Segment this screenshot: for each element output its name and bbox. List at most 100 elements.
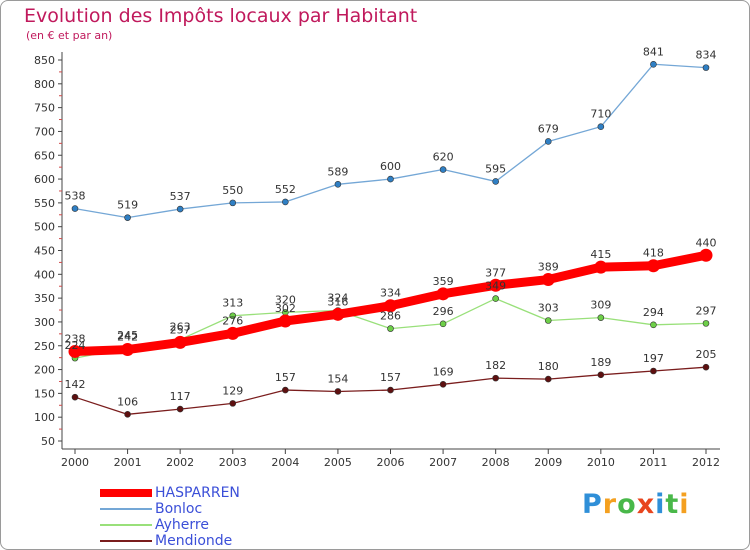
data-label-mendionde: 169 bbox=[433, 365, 454, 378]
data-point-mendionde bbox=[282, 386, 289, 394]
data-point-bonloc bbox=[702, 64, 710, 71]
data-point-mendionde bbox=[650, 367, 657, 375]
data-point-hasparren bbox=[278, 314, 292, 328]
legend-swatch-ayherre bbox=[100, 524, 152, 526]
x-tick-label: 2009 bbox=[534, 456, 562, 469]
data-label-ayherre: 297 bbox=[696, 304, 717, 317]
data-label-hasparren: 242 bbox=[117, 331, 138, 344]
data-point-mendionde bbox=[492, 374, 499, 382]
legend-swatch-hasparren bbox=[100, 489, 152, 497]
data-label-mendionde: 157 bbox=[380, 371, 401, 384]
x-tick-label: 2008 bbox=[482, 456, 510, 469]
data-point-bonloc bbox=[124, 214, 131, 221]
data-label-ayherre: 263 bbox=[170, 321, 191, 334]
x-tick-label: 2006 bbox=[377, 456, 405, 469]
data-label-bonloc: 600 bbox=[380, 160, 401, 173]
data-label-bonloc: 589 bbox=[327, 165, 348, 178]
logo-letter: P bbox=[582, 489, 603, 520]
legend-item-mendionde: Mendionde bbox=[100, 533, 240, 549]
data-label-hasparren: 276 bbox=[222, 314, 243, 327]
y-tick-label: 850 bbox=[34, 54, 55, 67]
data-point-hasparren bbox=[173, 335, 187, 349]
data-point-hasparren bbox=[121, 343, 135, 357]
data-label-mendionde: 197 bbox=[643, 352, 664, 365]
data-label-hasparren: 316 bbox=[327, 295, 348, 308]
data-point-bonloc bbox=[282, 198, 289, 206]
data-label-bonloc: 834 bbox=[696, 49, 717, 62]
y-tick-label: 350 bbox=[34, 292, 55, 305]
data-point-hasparren bbox=[646, 259, 660, 273]
data-point-mendionde bbox=[229, 400, 237, 407]
data-label-bonloc: 537 bbox=[170, 190, 191, 203]
y-tick-label: 100 bbox=[34, 411, 55, 424]
x-tick-label: 2012 bbox=[692, 456, 720, 469]
data-labels: 238 242 257 276 302 316 334 359 377 389 415 418 440 5… bbox=[65, 45, 717, 408]
data-label-hasparren: 440 bbox=[696, 236, 717, 249]
data-point-ayherre bbox=[544, 317, 552, 324]
data-point-ayherre bbox=[229, 312, 237, 320]
legend-swatch-bonloc bbox=[100, 508, 152, 510]
data-point-bonloc bbox=[597, 123, 605, 130]
axes: 50 100 150 200 250 300 350 400 450 500 550 600 650 70… bbox=[34, 52, 720, 469]
data-label-bonloc: 550 bbox=[222, 184, 243, 197]
data-point-ayherre bbox=[597, 314, 605, 321]
data-label-bonloc: 519 bbox=[117, 199, 138, 212]
data-point-ayherre bbox=[492, 295, 499, 302]
data-point-hasparren bbox=[489, 278, 503, 292]
data-label-mendionde: 142 bbox=[65, 378, 86, 391]
series-lines bbox=[70, 63, 711, 415]
legend-label: Mendionde bbox=[155, 533, 233, 549]
data-label-ayherre: 245 bbox=[117, 329, 138, 342]
data-point-bonloc bbox=[229, 199, 237, 207]
data-point-bonloc bbox=[544, 138, 552, 145]
data-label-mendionde: 182 bbox=[485, 359, 506, 372]
data-point-hasparren bbox=[226, 326, 240, 340]
x-tick-label: 2001 bbox=[114, 456, 142, 469]
data-point-hasparren bbox=[68, 344, 82, 358]
x-tick-label: 2002 bbox=[166, 456, 194, 469]
x-tick-label: 2011 bbox=[639, 456, 667, 469]
y-tick-label: 450 bbox=[34, 245, 55, 258]
data-label-mendionde: 106 bbox=[117, 395, 138, 408]
y-tick-label: 400 bbox=[34, 268, 55, 281]
data-label-ayherre: 224 bbox=[65, 339, 86, 352]
data-label-ayherre: 313 bbox=[222, 297, 243, 310]
data-label-ayherre: 324 bbox=[327, 292, 348, 305]
data-point-mendionde bbox=[544, 375, 552, 383]
data-label-bonloc: 620 bbox=[433, 151, 454, 164]
legend-swatch-mendionde bbox=[100, 540, 152, 542]
data-label-hasparren: 238 bbox=[65, 332, 86, 345]
logo-letter: o bbox=[617, 489, 637, 520]
data-label-mendionde: 117 bbox=[170, 390, 191, 403]
data-point-hasparren bbox=[436, 287, 450, 301]
proxiti-logo: Proxiti bbox=[582, 489, 690, 520]
data-point-mendionde bbox=[439, 381, 447, 388]
logo-letter: t bbox=[665, 489, 680, 520]
series-markers bbox=[68, 60, 713, 418]
data-label-hasparren: 415 bbox=[590, 248, 611, 261]
data-label-bonloc: 710 bbox=[590, 108, 611, 121]
data-point-ayherre bbox=[650, 321, 657, 329]
data-point-mendionde bbox=[334, 388, 342, 395]
x-tick-label: 2003 bbox=[219, 456, 247, 469]
x-tick-label: 2004 bbox=[271, 456, 299, 469]
data-point-hasparren bbox=[541, 273, 555, 287]
logo-letter: i bbox=[679, 489, 690, 520]
data-point-mendionde bbox=[387, 386, 394, 394]
data-label-hasparren: 334 bbox=[380, 287, 401, 300]
data-label-mendionde: 189 bbox=[590, 356, 611, 369]
data-label-mendionde: 154 bbox=[327, 372, 348, 385]
legend: HASPARREN Bonloc Ayherre Mendionde bbox=[100, 485, 240, 549]
y-tick-label: 200 bbox=[34, 364, 55, 377]
data-point-mendionde bbox=[71, 393, 79, 401]
data-label-hasparren: 359 bbox=[433, 275, 454, 288]
y-tick-label: 700 bbox=[34, 125, 55, 138]
data-label-bonloc: 595 bbox=[485, 162, 506, 175]
data-point-mendionde bbox=[176, 405, 184, 413]
y-tick-label: 550 bbox=[34, 197, 55, 210]
legend-item-ayherre: Ayherre bbox=[100, 517, 240, 533]
data-label-mendionde: 180 bbox=[538, 360, 559, 373]
y-tick-label: 650 bbox=[34, 149, 55, 162]
chart-title: Evolution des Impôts locaux par Habitant bbox=[24, 5, 418, 27]
